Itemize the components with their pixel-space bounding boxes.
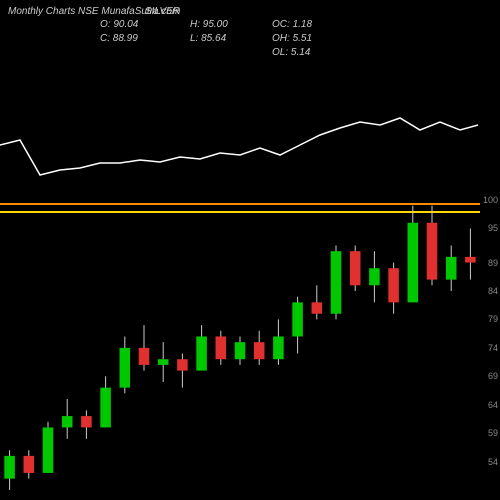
y-tick-label: 64 [488, 400, 498, 410]
y-tick-label: 79 [488, 314, 498, 324]
y-tick-label: 59 [488, 428, 498, 438]
y-tick-label: 84 [488, 286, 498, 296]
y-tick-label: 89 [488, 258, 498, 268]
stats-col-2: H: 95.00 L: 85.64 [190, 18, 228, 46]
stats-col-1: O: 90.04 C: 88.99 [100, 18, 138, 46]
y-tick-label: 54 [488, 457, 498, 467]
y-tick-label: 74 [488, 343, 498, 353]
y-tick-label: 95 [488, 223, 498, 233]
y-tick-label: 100 [483, 195, 498, 205]
candlestick-chart [0, 200, 480, 490]
line-chart [0, 50, 480, 180]
ticker-symbol: SILVER [145, 6, 180, 17]
y-tick-label: 69 [488, 371, 498, 381]
